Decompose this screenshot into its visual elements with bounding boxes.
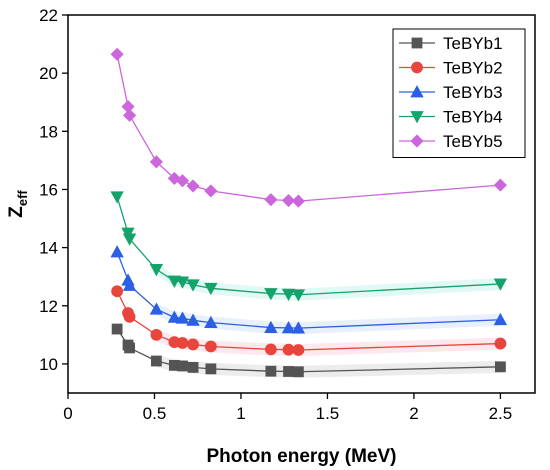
data-point-TeBYb1 (150, 355, 162, 367)
y-tick-label: 22 (39, 6, 58, 25)
legend-marker (411, 61, 423, 74)
x-tick-label: 1.5 (316, 404, 340, 423)
legend-marker (410, 85, 424, 98)
data-point-TeBYb1 (265, 365, 277, 377)
data-point-TeBYb4 (204, 282, 218, 296)
data-point-TeBYb4 (122, 233, 137, 246)
highlight-bands (156, 263, 501, 378)
data-point-TeBYb3 (291, 321, 306, 334)
y-axis-ticks: 10 12 14 16 18 20 22 (39, 6, 68, 374)
legend-label: TeBYb5 (443, 132, 503, 151)
data-point-TeBYb4 (264, 288, 278, 301)
data-point-TeBYb4 (175, 276, 190, 289)
data-point-TeBYb2 (204, 340, 217, 353)
y-tick-label: 12 (39, 297, 58, 316)
data-point-TeBYb5 (493, 178, 507, 192)
data-point-TeBYb5 (175, 174, 190, 188)
data-point-TeBYb3 (167, 310, 182, 323)
data-point-TeBYb4 (281, 288, 296, 301)
data-point-TeBYb5 (291, 194, 305, 208)
data-point-TeBYb3 (281, 321, 296, 334)
y-axis-label-subscript: eff (15, 190, 30, 207)
x-tick-label: 2 (409, 404, 418, 423)
data-point-TeBYb5 (264, 193, 278, 207)
data-point-TeBYb1 (495, 361, 506, 373)
data-point-TeBYb2 (123, 310, 136, 323)
x-axis-ticks: 0 0.5 1 1.5 2 2.5 (63, 393, 512, 423)
data-point-TeBYb5 (123, 108, 137, 122)
data-point-TeBYb2 (282, 343, 295, 356)
legend-label: TeBYb3 (443, 83, 503, 102)
legend-marker (410, 134, 424, 148)
legend-label: TeBYb4 (443, 108, 503, 127)
data-point-TeBYb3 (264, 320, 278, 333)
data-point-TeBYb1 (177, 360, 188, 372)
legend-label: TeBYb1 (443, 34, 503, 53)
highlight-band (156, 303, 501, 335)
data-point-TeBYb1 (187, 362, 199, 373)
highlight-band (156, 328, 501, 356)
legend-marker (411, 37, 423, 49)
data-point-TeBYb4 (493, 278, 508, 291)
data-point-TeBYb5 (149, 155, 163, 169)
y-tick-label: 20 (39, 64, 58, 83)
data-point-TeBYb3 (175, 311, 190, 324)
data-point-TeBYb2 (494, 337, 507, 350)
data-point-TeBYb2 (292, 344, 305, 356)
highlight-band (156, 263, 501, 301)
data-point-TeBYb4 (186, 279, 200, 292)
data-point-TeBYb1 (283, 366, 294, 377)
data-point-TeBYb2 (111, 285, 124, 298)
data-point-TeBYb5 (204, 184, 218, 198)
y-tick-label: 18 (39, 122, 58, 141)
data-point-TeBYb2 (264, 343, 277, 356)
data-point-TeBYb5 (281, 193, 296, 208)
data-point-TeBYb1 (111, 323, 123, 335)
y-tick-label: 14 (39, 239, 58, 258)
plot-area-frame (67, 14, 536, 394)
y-axis-label: Zeff (6, 190, 30, 218)
data-point-TeBYb2 (187, 338, 199, 351)
y-tick-label: 16 (39, 180, 58, 199)
data-point-TeBYb4 (291, 289, 306, 302)
highlight-band (156, 355, 501, 378)
data-point-TeBYb3 (204, 315, 218, 329)
data-point-TeBYb1 (292, 366, 304, 378)
data-point-TeBYb5 (186, 179, 200, 193)
data-point-TeBYb4 (149, 264, 164, 277)
data-point-TeBYb3 (149, 302, 164, 315)
data-point-TeBYb3 (122, 278, 137, 291)
y-tick-label: 10 (39, 355, 58, 374)
data-point-TeBYb2 (150, 328, 163, 341)
data-point-TeBYb3 (493, 312, 508, 326)
series-markers (110, 47, 508, 378)
data-point-TeBYb1 (124, 342, 135, 354)
data-point-TeBYb2 (176, 337, 189, 349)
data-point-TeBYb1 (205, 363, 217, 375)
y-axis-label-main: Z (6, 206, 27, 218)
legend-label: TeBYb2 (443, 59, 503, 78)
x-tick-label: 0 (63, 404, 72, 423)
data-point-TeBYb4 (110, 191, 124, 204)
legend-marker (410, 111, 424, 124)
x-tick-label: 0.5 (143, 404, 167, 423)
x-tick-label: 2.5 (489, 404, 513, 423)
legend: TeBYb1 TeBYb2 TeBYb3 TeBYb4 TeBYb5 (392, 28, 526, 158)
data-point-TeBYb3 (186, 313, 200, 326)
data-point-TeBYb5 (110, 47, 124, 61)
x-axis-label: Photon energy (MeV) (206, 446, 396, 467)
data-point-TeBYb3 (110, 245, 124, 258)
x-tick-label: 1 (236, 404, 245, 423)
